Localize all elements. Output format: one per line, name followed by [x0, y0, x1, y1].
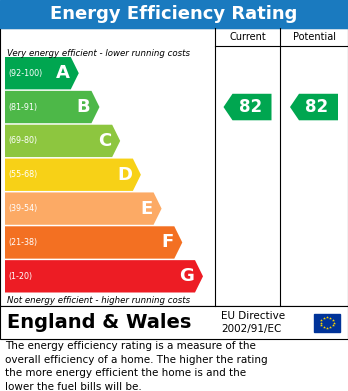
Text: England & Wales: England & Wales: [7, 313, 191, 332]
Text: (39-54): (39-54): [8, 204, 37, 213]
Bar: [0, 306, 348, 339]
Polygon shape: [5, 260, 203, 292]
Text: (21-38): (21-38): [8, 238, 37, 247]
Text: Very energy efficient - lower running costs: Very energy efficient - lower running co…: [7, 49, 190, 58]
Text: The energy efficiency rating is a measure of the
overall efficiency of a home. T: The energy efficiency rating is a measur…: [5, 341, 268, 391]
Text: (81-91): (81-91): [8, 102, 37, 111]
Text: A: A: [56, 64, 70, 82]
Text: E: E: [140, 200, 152, 218]
Polygon shape: [5, 226, 182, 258]
Text: Current: Current: [229, 32, 266, 42]
Text: (92-100): (92-100): [8, 69, 42, 78]
Text: G: G: [179, 267, 194, 285]
Bar: [0, 0, 348, 28]
Polygon shape: [5, 91, 100, 123]
Polygon shape: [5, 192, 161, 225]
Text: 82: 82: [305, 98, 328, 116]
Text: EU Directive
2002/91/EC: EU Directive 2002/91/EC: [221, 311, 285, 334]
Polygon shape: [5, 57, 79, 90]
Text: C: C: [98, 132, 111, 150]
Text: (55-68): (55-68): [8, 170, 37, 179]
Bar: [0, 28, 348, 306]
Bar: [314, 314, 340, 332]
Text: (1-20): (1-20): [8, 272, 32, 281]
Text: 82: 82: [239, 98, 262, 116]
Text: F: F: [161, 233, 173, 251]
Text: (69-80): (69-80): [8, 136, 37, 145]
Polygon shape: [5, 159, 141, 191]
Text: B: B: [77, 98, 90, 116]
Text: Potential: Potential: [293, 32, 335, 42]
Polygon shape: [5, 125, 120, 157]
Polygon shape: [290, 94, 338, 120]
Polygon shape: [223, 94, 271, 120]
Text: Not energy efficient - higher running costs: Not energy efficient - higher running co…: [7, 296, 190, 305]
Text: Energy Efficiency Rating: Energy Efficiency Rating: [50, 5, 298, 23]
Text: D: D: [117, 166, 132, 184]
